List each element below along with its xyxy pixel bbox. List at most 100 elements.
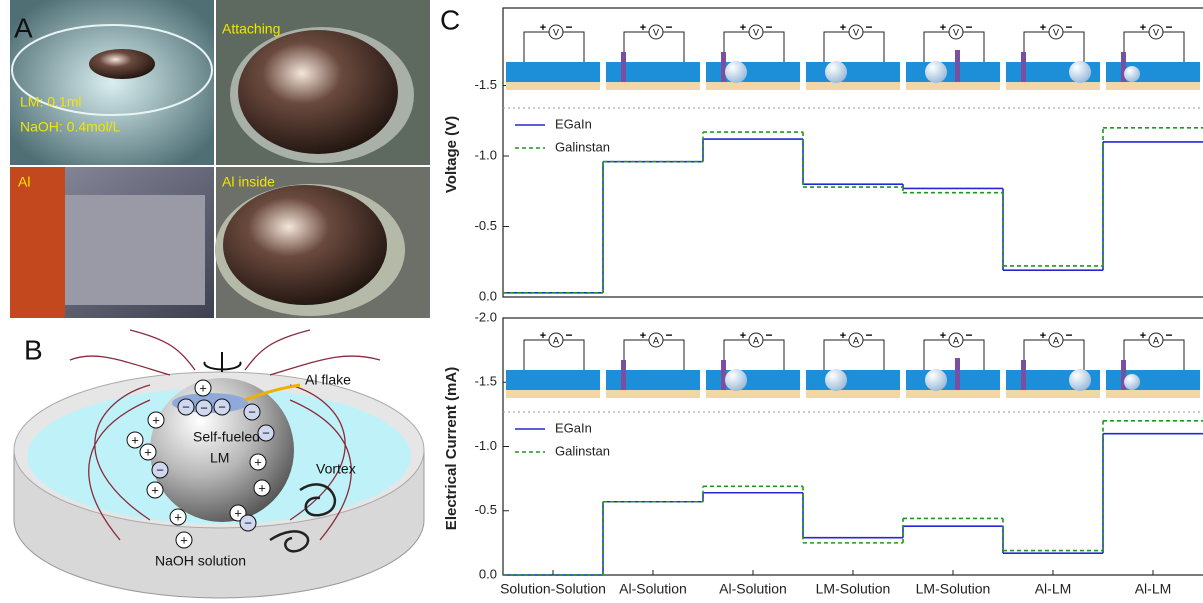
terminal: −	[1165, 328, 1172, 342]
ion-sign: +	[174, 509, 182, 524]
inset-lm	[1124, 66, 1140, 82]
ion-sign: +	[258, 480, 266, 495]
inset-base	[1006, 82, 1100, 90]
legend-label: EGaIn	[555, 116, 592, 131]
inset-electrode	[1121, 360, 1126, 390]
inset-lm	[825, 369, 847, 391]
dish	[11, 24, 213, 116]
photo-label: LM: 0.1ml	[20, 94, 81, 110]
field-line	[69, 329, 381, 541]
x-tick-label: Al-Solution	[719, 581, 787, 597]
inset-meter	[548, 24, 564, 40]
flake-arrow	[244, 383, 301, 402]
y-tick-label: 0.0	[479, 288, 497, 303]
terminal: −	[1065, 20, 1072, 34]
inset-solution	[806, 370, 900, 390]
y-tick-label: -1.0	[475, 438, 497, 453]
ion-sign: +	[254, 454, 262, 469]
inset-solution	[506, 62, 600, 82]
terminal: +	[1040, 330, 1046, 342]
y-axis-label: Voltage (V)	[443, 116, 460, 193]
inset-solution	[906, 62, 1000, 82]
inset-base	[1106, 82, 1200, 90]
ion	[175, 531, 193, 549]
inset-meter	[848, 332, 864, 348]
inset-solution	[1106, 370, 1200, 390]
y-axis-label: Electrical Current (mA)	[443, 367, 460, 530]
meter-symbol: A	[1153, 335, 1159, 345]
photo-label: Al inside	[222, 174, 275, 190]
ion	[243, 403, 261, 421]
ion	[195, 399, 213, 417]
inset-meter	[648, 332, 664, 348]
ion	[257, 424, 275, 442]
ion-sign: −	[262, 425, 270, 440]
inset-lm	[925, 61, 947, 83]
inset-meter	[1048, 332, 1064, 348]
y-tick-label: -1.5	[475, 374, 497, 389]
inset-meter	[848, 24, 864, 40]
terminal: +	[740, 22, 746, 34]
x-tick-label: Al-Solution	[619, 581, 687, 597]
ion	[147, 411, 165, 429]
meter-symbol: A	[553, 335, 559, 345]
panel-label: A	[14, 12, 33, 43]
droplet	[223, 185, 387, 305]
inset-solution	[506, 370, 600, 390]
plot-frame	[502, 7, 1203, 298]
ion	[126, 431, 144, 449]
ion	[249, 453, 267, 471]
annotation: NaOH solution	[155, 553, 246, 569]
inset-meter	[1148, 24, 1164, 40]
inset-electrode	[1121, 52, 1126, 82]
ion	[253, 479, 271, 497]
terminal: +	[840, 330, 846, 342]
inset-electrode	[621, 52, 626, 82]
photo-label: Al	[18, 174, 30, 190]
ion	[213, 398, 231, 416]
inset-base	[706, 82, 800, 90]
inset-base	[806, 390, 900, 398]
inset-base	[806, 82, 900, 90]
inset-meter	[1148, 332, 1164, 348]
y-tick-label: -1.0	[475, 147, 497, 162]
y-tick-label: -0.5	[475, 502, 497, 517]
panel-a: A Attaching LM: 0.1ml NaOH: 0.4mol/L Al …	[10, 0, 430, 318]
meter-symbol: V	[1053, 27, 1059, 37]
legend-label: EGaIn	[555, 420, 592, 435]
annotation: Self-fueled	[193, 429, 260, 445]
inset-meter	[948, 24, 964, 40]
x-tick-label: Al-LM	[1135, 581, 1172, 597]
inset-base	[906, 82, 1000, 90]
y-tick-label: 0.0	[479, 566, 497, 581]
inset-base	[506, 390, 600, 398]
ion-sign: +	[131, 432, 139, 447]
inset-solution	[606, 370, 700, 390]
meter-symbol: V	[853, 27, 859, 37]
al-flake	[65, 195, 205, 305]
inset-electrode	[955, 50, 960, 82]
x-tick-label: LM-Solution	[816, 581, 891, 597]
inset-solution	[1106, 62, 1200, 82]
meter-symbol: V	[553, 27, 559, 37]
terminal: +	[1140, 22, 1146, 34]
ion-sign: +	[199, 380, 207, 395]
terminal: −	[1165, 20, 1172, 34]
ion-sign: −	[248, 404, 256, 419]
ion-sign: −	[244, 515, 252, 530]
rotation-arrow	[203, 352, 242, 372]
ion-sign: −	[218, 399, 226, 414]
terminal: −	[565, 20, 572, 34]
annotation: LM	[210, 450, 229, 466]
inset-solution	[606, 62, 700, 82]
inset-electrode	[721, 360, 726, 390]
inset-electrode	[1021, 52, 1026, 82]
inset-meter	[548, 332, 564, 348]
ion	[146, 481, 164, 499]
x-tick-label: LM-Solution	[916, 581, 991, 597]
terminal: +	[940, 330, 946, 342]
inset-base	[606, 82, 700, 90]
inset-solution	[706, 62, 800, 82]
